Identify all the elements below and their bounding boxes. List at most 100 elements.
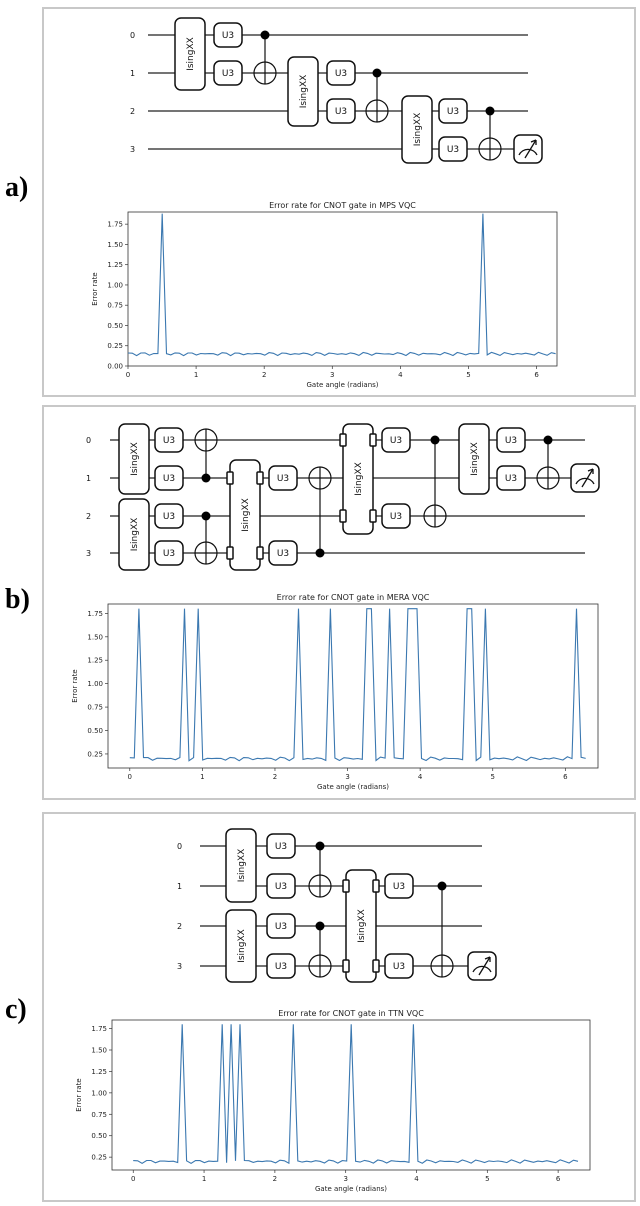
y-tick-label: 1.50 (87, 633, 103, 641)
measurement-icon (467, 951, 497, 981)
chart-title: Error rate for CNOT gate in MERA VQC (277, 593, 430, 602)
u3-gate: U3 (266, 873, 296, 899)
qubit-label: 0 (86, 436, 91, 445)
u3-gate: U3 (384, 873, 414, 899)
u3-gate-label: U3 (393, 962, 405, 972)
y-tick-label: 1.25 (87, 657, 103, 665)
isingxx-gate-label: IsingXX (413, 113, 423, 147)
measurement-icon (513, 134, 543, 164)
u3-gate-label: U3 (275, 882, 287, 892)
y-tick-label: 0.25 (91, 1154, 107, 1162)
u3-gate-label: U3 (335, 107, 347, 117)
u3-gate-label: U3 (277, 549, 289, 559)
u3-gate: U3 (154, 540, 184, 566)
u3-gate-label: U3 (222, 31, 234, 41)
u3-gate-label: U3 (393, 882, 405, 892)
isingxx-gate: IsingXX (118, 423, 150, 495)
control-dot (430, 435, 440, 445)
u3-gate-label: U3 (163, 549, 175, 559)
y-tick-label: 0.50 (91, 1132, 107, 1140)
isingxx-gate: IsingXX (401, 95, 433, 164)
measurement-icon (570, 463, 600, 493)
isingxx-gate: IsingXX (226, 459, 264, 571)
u3-gate-label: U3 (277, 474, 289, 484)
x-tick-label: 4 (414, 1175, 419, 1183)
u3-gate: U3 (268, 540, 298, 566)
y-tick-label: 0.25 (107, 342, 123, 350)
y-tick-label: 0.25 (87, 750, 103, 758)
x-tick-label: 3 (343, 1175, 347, 1183)
error-rate-series-line (127, 213, 556, 357)
u3-gate: U3 (266, 833, 296, 859)
control-dot (543, 435, 553, 445)
u3-gate: U3 (381, 427, 411, 453)
isingxx-gate-label: IsingXX (237, 849, 247, 883)
plot-area (107, 603, 599, 769)
qubit-label: 2 (86, 512, 91, 521)
x-tick-label: 3 (330, 371, 334, 379)
qubit-label: 1 (177, 882, 182, 891)
control-dot (315, 921, 325, 931)
qubit-label: 2 (177, 922, 182, 931)
y-axis-label: Error rate (91, 272, 99, 306)
u3-gate: U3 (326, 98, 356, 124)
y-tick-label: 1.50 (107, 241, 123, 249)
u3-gate-label: U3 (163, 436, 175, 446)
isingxx-gate: IsingXX (225, 909, 257, 983)
control-dot (315, 548, 325, 558)
x-tick-label: 2 (273, 1175, 277, 1183)
chart-title: Error rate for CNOT gate in TTN VQC (278, 1009, 424, 1018)
x-tick-label: 3 (345, 773, 349, 781)
x-tick-label: 2 (273, 773, 277, 781)
x-tick-label: 5 (485, 1175, 489, 1183)
u3-gate: U3 (496, 427, 526, 453)
u3-gate: U3 (381, 503, 411, 529)
y-tick-label: 1.00 (107, 281, 123, 289)
control-dot (372, 68, 382, 78)
isingxx-gate-label: IsingXX (470, 442, 480, 476)
u3-gate: U3 (213, 22, 243, 48)
y-tick-label: 1.00 (91, 1089, 107, 1097)
u3-gate: U3 (266, 913, 296, 939)
isingxx-gate: IsingXX (342, 869, 380, 983)
x-axis-label: Gate angle (radians) (315, 1185, 387, 1193)
u3-gate-label: U3 (390, 512, 402, 522)
u3-gate: U3 (438, 98, 468, 124)
x-axis-label: Gate angle (radians) (306, 381, 378, 389)
x-tick-label: 4 (418, 773, 423, 781)
y-axis-label: Error rate (75, 1078, 83, 1112)
qubit-label: 1 (130, 69, 135, 78)
u3-gate: U3 (154, 427, 184, 453)
qubit-label: 0 (177, 842, 182, 851)
u3-gate-label: U3 (222, 69, 234, 79)
y-axis-label: Error rate (71, 669, 79, 703)
x-axis-label: Gate angle (radians) (317, 783, 389, 791)
y-tick-label: 1.25 (107, 261, 123, 269)
x-tick-label: 4 (398, 371, 403, 379)
x-tick-label: 6 (556, 1175, 561, 1183)
panel-label-b: b) (5, 584, 30, 615)
u3-gate-label: U3 (390, 436, 402, 446)
y-tick-label: 1.75 (87, 610, 103, 618)
u3-gate-label: U3 (163, 512, 175, 522)
u3-gate: U3 (154, 503, 184, 529)
qubit-label: 3 (86, 549, 91, 558)
qubit-label: 2 (130, 107, 135, 116)
isingxx-gate-label: IsingXX (130, 518, 140, 552)
isingxx-gate: IsingXX (339, 423, 377, 535)
isingxx-gate: IsingXX (225, 828, 257, 903)
u3-gate-label: U3 (447, 145, 459, 155)
y-tick-label: 0.00 (107, 363, 123, 371)
control-dot (437, 881, 447, 891)
isingxx-gate-label: IsingXX (237, 929, 247, 963)
u3-gate-label: U3 (335, 69, 347, 79)
control-dot (201, 511, 211, 521)
u3-gate: U3 (268, 465, 298, 491)
x-tick-label: 0 (128, 773, 132, 781)
y-tick-label: 1.25 (91, 1068, 107, 1076)
